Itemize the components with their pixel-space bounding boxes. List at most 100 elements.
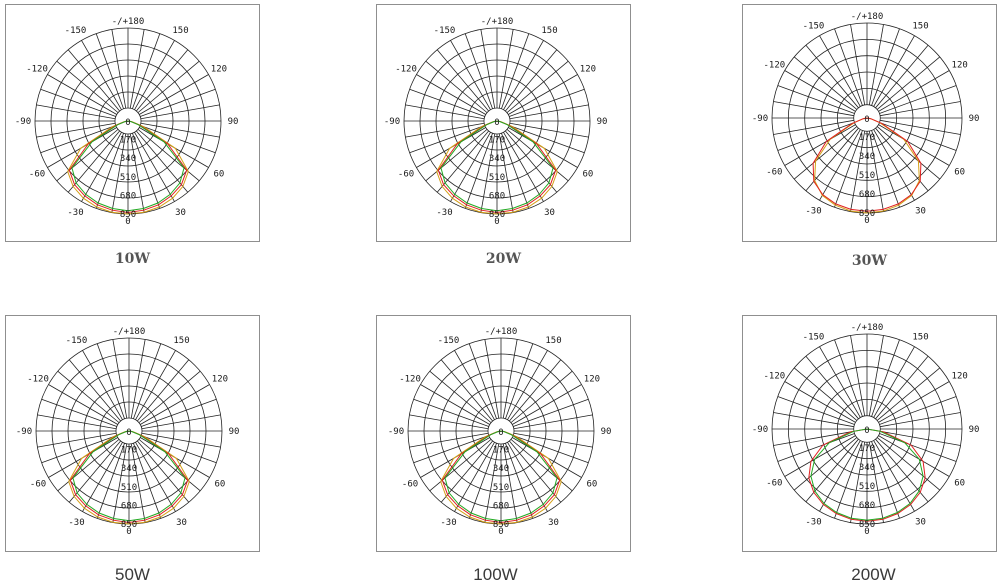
- polar-grid-spoke: [134, 132, 175, 202]
- polar-grid-spoke: [141, 432, 221, 448]
- polar-grid-spoke: [141, 435, 217, 464]
- polar-grid-spoke: [850, 131, 866, 212]
- polar-grid-spoke: [82, 350, 123, 420]
- polar-grid-spoke: [68, 440, 121, 503]
- angle-label: -30: [805, 518, 821, 528]
- angle-label: 120: [584, 375, 600, 385]
- polar-grid-spoke: [436, 49, 489, 112]
- polar-grid-spoke: [96, 443, 125, 519]
- polar-grid-spoke: [868, 24, 884, 105]
- polar-grid-spoke: [468, 443, 497, 519]
- polar-grid-spoke: [819, 129, 861, 201]
- angle-label: -/+180: [851, 12, 884, 22]
- polar-grid-spoke: [454, 350, 495, 420]
- angle-label: -/+180: [112, 17, 145, 27]
- angle-label: 30: [176, 518, 187, 528]
- polar-grid-spoke: [501, 33, 530, 109]
- angle-label: 150: [912, 21, 928, 31]
- polar-grid-spoke: [793, 367, 858, 421]
- polar-grid-spoke: [876, 437, 941, 491]
- angle-label: -60: [398, 170, 414, 180]
- angle-label: 150: [541, 26, 557, 36]
- polar-grid-spoke: [47, 74, 117, 115]
- polar-grid-spoke: [880, 119, 961, 135]
- polar-grid-spoke: [498, 133, 514, 213]
- polar-grid-spoke: [510, 370, 573, 423]
- radial-label: 680: [120, 191, 136, 201]
- polar-grid-spoke: [505, 130, 558, 193]
- angle-label: 30: [915, 518, 926, 528]
- radial-label: 680: [859, 190, 875, 200]
- radial-label: 850: [859, 209, 875, 219]
- angle-label: 150: [545, 336, 561, 346]
- angle-label: 0: [126, 527, 131, 537]
- angle-label: -30: [67, 208, 83, 218]
- polar-grid-spoke: [140, 384, 210, 425]
- polar-grid-spoke: [880, 101, 961, 117]
- angle-label: 90: [969, 114, 980, 124]
- polar-hub-ring: [853, 415, 881, 443]
- polar-grid-spoke: [873, 440, 915, 512]
- radial-label: 340: [493, 464, 509, 474]
- polar-grid-spoke: [137, 129, 200, 182]
- polar-grid-spoke: [464, 133, 493, 209]
- polar-grid-spoke: [36, 104, 116, 120]
- chart-panel-30w: 0 30 60 90 120 150 -/+180 -150 -120 -90 -60 -30 0 170…: [742, 4, 997, 242]
- chart-caption-100w: 100W: [473, 565, 518, 584]
- angle-label: -30: [436, 208, 452, 218]
- angle-label: 150: [173, 336, 189, 346]
- radial-label: 850: [859, 520, 875, 530]
- angle-label: 0: [864, 216, 869, 226]
- radial-label: 510: [859, 482, 875, 492]
- angle-label: -90: [16, 427, 32, 437]
- angle-label: 150: [172, 26, 188, 36]
- angle-label: 60: [954, 479, 965, 489]
- polar-chart-200w: 0 30 60 90 120 150 -/+180 -150 -120 -90 -60 -30 0 170…: [752, 323, 980, 537]
- polar-grid-spoke: [409, 125, 485, 154]
- polar-grid-spoke: [132, 33, 161, 109]
- polar-grid-spoke: [793, 126, 858, 180]
- polar-grid-spoke: [512, 384, 582, 425]
- polar-chart-20w: 0 30 60 90 120 150 -/+180 -150 -120 -90 -60 -30 0 170…: [384, 17, 608, 227]
- polar-grid-spoke: [48, 384, 118, 425]
- intensity-curve: [810, 428, 924, 521]
- angle-label: 0: [864, 527, 869, 537]
- angle-label: -/+180: [851, 323, 884, 333]
- polar-grid-spoke: [135, 350, 176, 420]
- chart-caption-30w: 30W: [851, 253, 888, 269]
- polar-grid-spoke: [784, 124, 856, 166]
- polar-grid-spoke: [834, 441, 863, 519]
- angle-label: 90: [228, 117, 239, 127]
- polar-grid-spoke: [139, 74, 209, 115]
- polar-grid-spoke: [130, 443, 146, 523]
- angle-label: 120: [212, 375, 228, 385]
- angle-label: 60: [954, 168, 965, 178]
- radial-label: 680: [859, 501, 875, 511]
- angle-label: -150: [434, 26, 456, 36]
- intensity-curve: [67, 120, 189, 215]
- polar-grid-spoke: [416, 74, 486, 115]
- intensity-curve: [440, 430, 562, 525]
- angle-label: 120: [211, 65, 227, 75]
- polar-grid-spoke: [871, 28, 900, 106]
- intensity-curve: [444, 430, 558, 522]
- intensity-curve: [812, 117, 922, 212]
- radial-label: 0: [864, 115, 869, 125]
- angle-label: 30: [544, 208, 555, 218]
- angle-label: -60: [30, 480, 46, 490]
- polar-grid-spoke: [37, 432, 117, 448]
- polar-grid-spoke: [136, 130, 189, 193]
- polar-grid-spoke: [793, 437, 858, 491]
- angle-label: -90: [752, 425, 768, 435]
- polar-chart-30w: 0 30 60 90 120 150 -/+180 -150 -120 -90 -60 -30 0 170…: [752, 12, 980, 226]
- polar-grid-spoke: [67, 130, 120, 193]
- polar-grid-spoke: [819, 440, 861, 512]
- angle-label: -30: [805, 207, 821, 217]
- angle-label: -60: [402, 480, 418, 490]
- polar-grid-spoke: [141, 414, 221, 430]
- polar-grid-spoke: [41, 398, 117, 427]
- polar-grid-spoke: [878, 70, 950, 112]
- polar-grid-spoke: [129, 29, 145, 109]
- polar-grid-spoke: [137, 359, 190, 422]
- polar-grid-spoke: [805, 355, 859, 420]
